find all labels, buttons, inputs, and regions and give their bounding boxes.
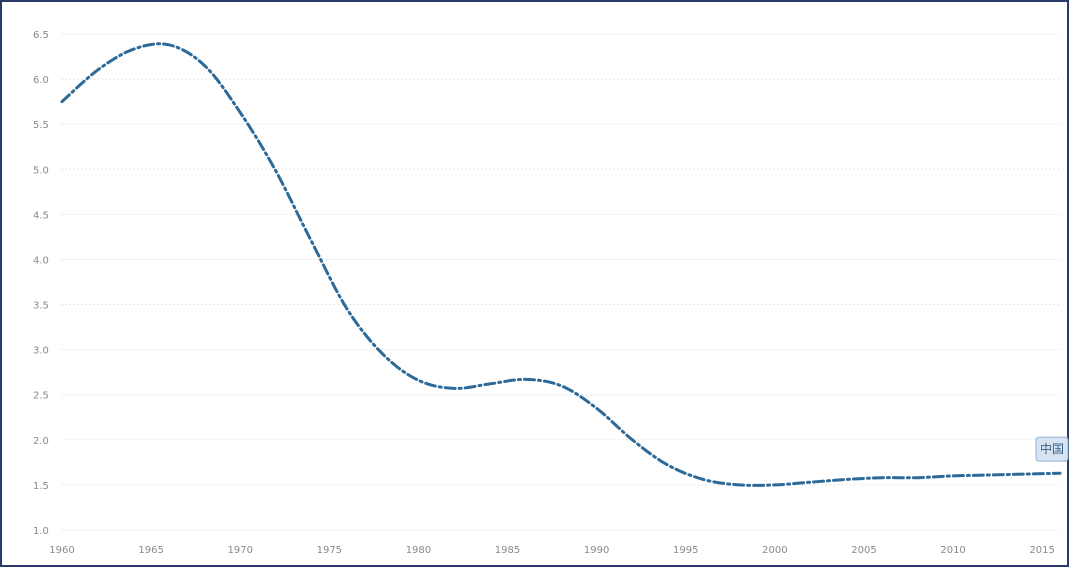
- series-legend[interactable]: 中国: [1035, 436, 1069, 462]
- x-tick-label: 2015: [1029, 545, 1054, 556]
- y-tick-label: 3.0: [33, 346, 49, 357]
- grid-layer: [62, 33, 1060, 531]
- series-layer: [60, 42, 1062, 487]
- y-tick-label: 5.0: [33, 165, 49, 176]
- y-tick-label: 4.5: [33, 210, 49, 221]
- y-tick-label: 5.5: [33, 120, 49, 131]
- series-label-box[interactable]: [1035, 436, 1069, 462]
- x-tick-label: 1995: [673, 545, 698, 556]
- x-tick-label: 1985: [495, 545, 520, 556]
- x-tick-label: 1965: [138, 545, 163, 556]
- x-tick-label: 1970: [227, 545, 252, 556]
- y-tick-label: 2.5: [33, 391, 49, 402]
- x-tick-label: 1990: [584, 545, 609, 556]
- series-label-text: 中国: [1040, 441, 1064, 456]
- series-line-0[interactable]: [60, 42, 1062, 487]
- y-axis-ticks: 1.0 1.5 2.0 2.5 3.0 3.5 4.0 4.5 5.0 5.5 6.0 6.5: [33, 30, 49, 537]
- x-axis-ticks: 1960 1965 1970 1975 1980 1985 1990 1995 2000 2005…: [49, 545, 1055, 556]
- x-tick-label: 2000: [762, 545, 787, 556]
- y-tick-label: 6.0: [33, 75, 49, 86]
- x-tick-label: 2005: [851, 545, 876, 556]
- x-tick-label: 1960: [49, 545, 74, 556]
- x-tick-label: 2010: [940, 545, 965, 556]
- y-tick-label: 1.5: [33, 481, 49, 492]
- x-tick-label: 1975: [317, 545, 342, 556]
- x-tick-label: 1980: [406, 545, 431, 556]
- y-tick-label: 3.5: [33, 301, 49, 312]
- y-tick-label: 1.0: [33, 526, 49, 537]
- y-tick-label: 4.0: [33, 255, 49, 266]
- y-tick-label: 6.5: [33, 30, 49, 41]
- y-tick-label: 2.0: [33, 436, 49, 447]
